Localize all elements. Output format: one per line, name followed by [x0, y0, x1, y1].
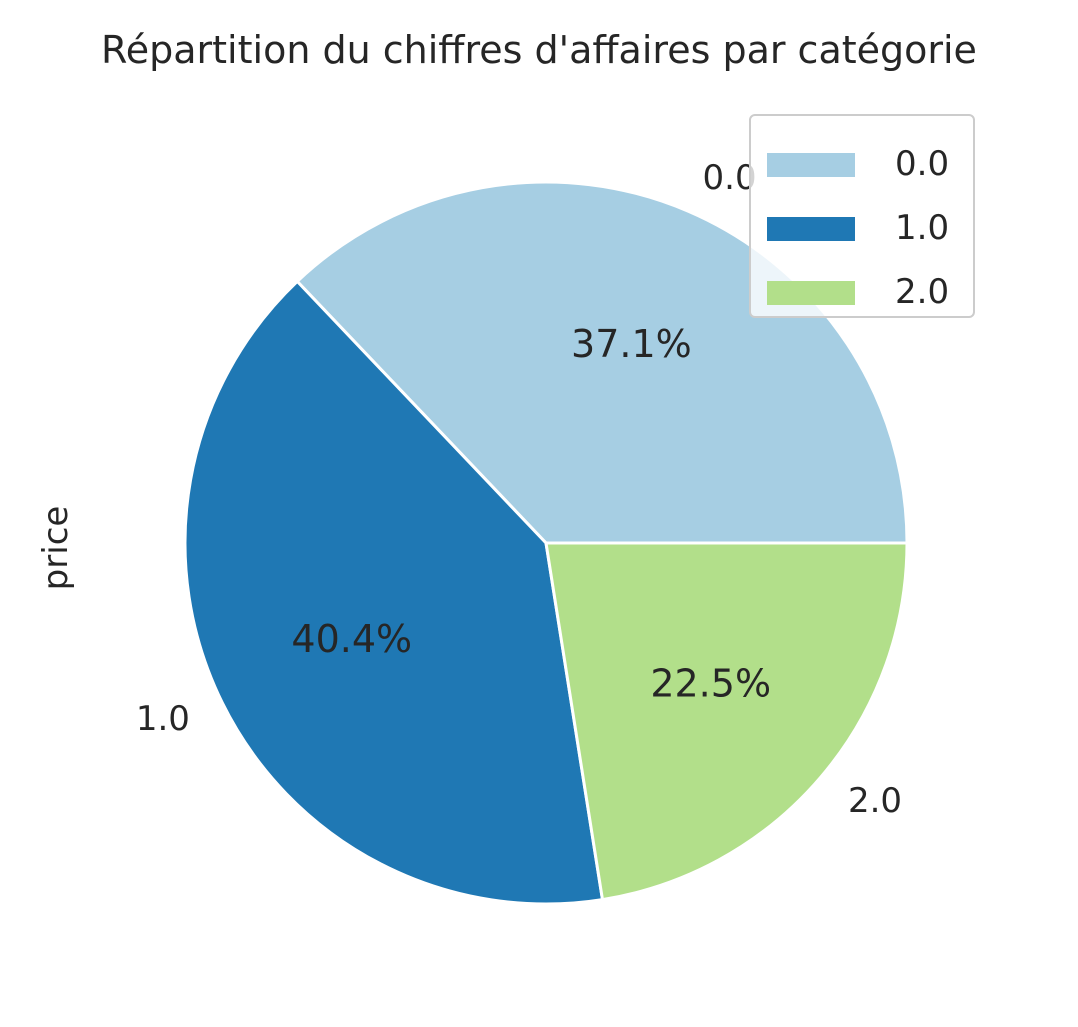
- legend: 0.0 1.0 2.0: [749, 114, 975, 318]
- legend-swatch-2: [767, 281, 855, 305]
- legend-label-1: 1.0: [895, 208, 950, 248]
- legend-label-2: 2.0: [895, 272, 950, 312]
- legend-item-2: 2.0: [767, 272, 963, 312]
- legend-swatch-0: [767, 153, 855, 177]
- y-axis-label: price: [36, 505, 76, 591]
- slice-percent-label-0.0: 37.1%: [571, 322, 692, 366]
- pie-slice-1.0: [183, 279, 604, 906]
- legend-item-1: 1.0: [767, 208, 963, 248]
- slice-percent-label-1.0: 40.4%: [291, 617, 412, 661]
- slice-category-label-0.0: 0.0: [703, 158, 757, 198]
- legend-item-0: 0.0: [767, 144, 963, 184]
- chart-title: Répartition du chiffres d'affaires par c…: [101, 28, 977, 72]
- slice-percent-label-2.0: 22.5%: [650, 662, 771, 706]
- legend-swatch-1: [767, 217, 855, 241]
- pie-slice-2.0: [544, 541, 909, 902]
- legend-label-0: 0.0: [895, 144, 950, 184]
- slice-category-label-2.0: 2.0: [848, 781, 902, 821]
- slice-category-label-1.0: 1.0: [136, 699, 190, 739]
